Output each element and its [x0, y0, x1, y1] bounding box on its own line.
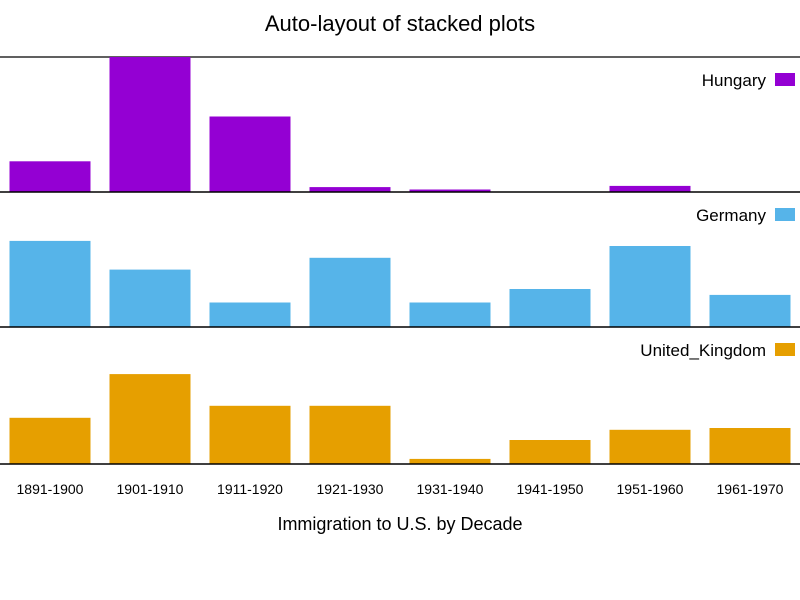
bar-united-kingdom-1921-1930	[309, 405, 391, 464]
x-tick-label: 1921-1930	[317, 481, 384, 497]
x-axis-title: Immigration to U.S. by Decade	[277, 514, 522, 534]
bar-united-kingdom-1901-1910	[109, 374, 191, 464]
bar-united-kingdom-1911-1920	[209, 405, 291, 464]
bar-hungary-1931-1940	[409, 189, 491, 192]
bar-hungary-1891-1900	[9, 161, 91, 192]
bar-united-kingdom-1941-1950	[509, 440, 591, 464]
bar-united-kingdom-1951-1960	[609, 429, 691, 465]
bar-hungary-1911-1920	[209, 116, 291, 192]
bar-united-kingdom-1891-1900	[9, 417, 91, 464]
legend-hungary: Hungary	[702, 71, 795, 90]
bar-united-kingdom-1961-1970	[709, 428, 791, 464]
x-tick-label: 1911-1920	[217, 481, 283, 497]
legend-label: United_Kingdom	[640, 341, 766, 360]
x-tick-label: 1961-1970	[717, 481, 784, 497]
legend-label: Hungary	[702, 71, 767, 90]
bar-germany-1921-1930	[309, 257, 391, 327]
panel-united-kingdom: United_Kingdom	[0, 341, 800, 465]
bar-germany-1931-1940	[409, 302, 491, 327]
x-tick-label: 1901-1910	[117, 481, 184, 497]
bar-hungary-1921-1930	[309, 187, 391, 192]
x-tick-label: 1941-1950	[517, 481, 584, 497]
legend-swatch	[775, 73, 795, 86]
bar-germany-1961-1970	[709, 294, 791, 327]
bar-hungary-1901-1910	[109, 57, 191, 192]
bar-germany-1901-1910	[109, 269, 191, 327]
legend-united-kingdom: United_Kingdom	[640, 341, 795, 360]
chart-panels: Hungary Germany United_Kingdom	[0, 56, 800, 465]
panel-hungary: Hungary	[0, 56, 800, 193]
legend-swatch	[775, 208, 795, 221]
panel-germany: Germany	[0, 206, 800, 328]
bar-hungary-1951-1960	[609, 185, 691, 192]
legend-swatch	[775, 343, 795, 356]
x-tick-label: 1891-1900	[17, 481, 84, 497]
x-tick-label: 1951-1960	[617, 481, 684, 497]
bar-united-kingdom-1931-1940	[409, 458, 491, 464]
x-tick-label: 1931-1940	[417, 481, 484, 497]
legend-label: Germany	[696, 206, 766, 225]
chart-title: Auto-layout of stacked plots	[265, 11, 535, 36]
bar-germany-1911-1920	[209, 302, 291, 327]
bar-germany-1951-1960	[609, 246, 691, 327]
bar-germany-1891-1900	[9, 240, 91, 327]
legend-germany: Germany	[696, 206, 795, 225]
x-tick-labels: 1891-1900 1901-1910 1911-1920 1921-1930 1931…	[17, 481, 784, 497]
bar-germany-1941-1950	[509, 289, 591, 327]
